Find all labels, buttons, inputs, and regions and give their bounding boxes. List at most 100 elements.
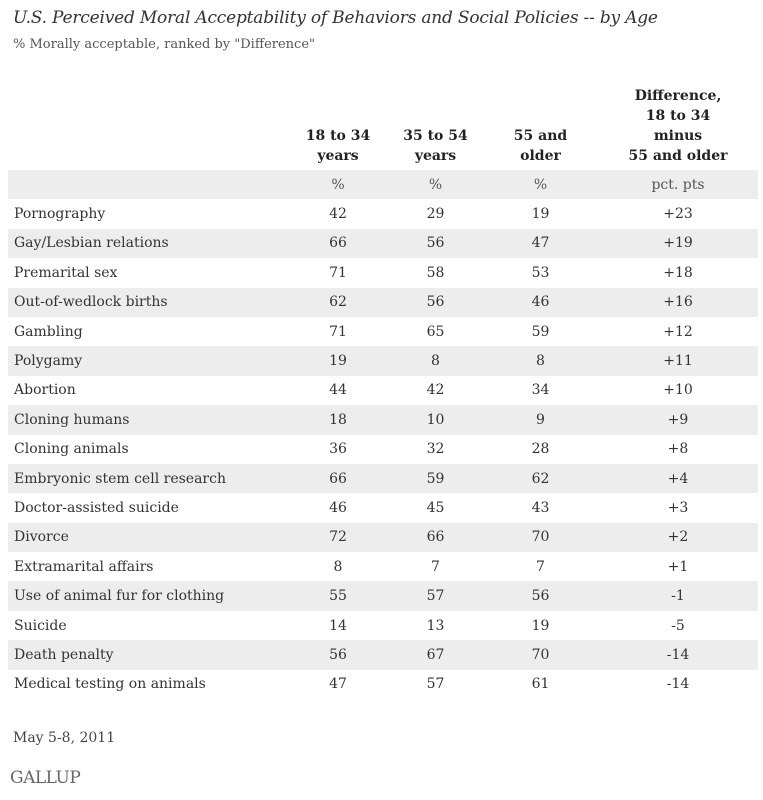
value-cell: 66 xyxy=(288,228,388,259)
value-cell: 46 xyxy=(329,499,347,516)
value-cell: 67 xyxy=(388,640,483,670)
value-cell: +8 xyxy=(667,441,689,458)
table-row: Cloning humans 18 10 9 +9 xyxy=(8,405,758,435)
value-cell: 56 xyxy=(388,228,483,259)
value-cell: 32 xyxy=(426,441,445,458)
value-cell: -1 xyxy=(598,581,758,611)
row-label: Medical testing on animals xyxy=(14,676,206,693)
table-row: Gambling 71 65 59 +12 xyxy=(8,317,758,346)
value-cell: +9 xyxy=(598,405,758,435)
value-cell: 36 xyxy=(329,441,347,458)
value-cell: +1 xyxy=(667,558,689,575)
table-row: Extramarital affairs 8 7 7 +1 xyxy=(8,552,758,581)
survey-date: May 5-8, 2011 xyxy=(13,730,116,746)
table-row: Doctor-assisted suicide 46 45 43 +3 xyxy=(8,493,758,522)
value-cell: 62 xyxy=(288,287,388,317)
row-label: Polygamy xyxy=(8,346,288,376)
header-55-older: 55 and older xyxy=(513,128,568,164)
value-cell: 43 xyxy=(531,499,550,516)
row-label: Out-of-wedlock births xyxy=(8,287,288,317)
row-label: Cloning animals xyxy=(14,441,129,458)
value-cell: +19 xyxy=(598,228,758,259)
value-cell: 57 xyxy=(388,581,483,611)
value-cell: 55 xyxy=(288,581,388,611)
value-cell: 59 xyxy=(531,323,550,340)
value-cell: +3 xyxy=(667,499,689,516)
unit-cell: pct. pts xyxy=(598,170,758,200)
chart-title: U.S. Perceived Moral Acceptability of Be… xyxy=(13,8,658,28)
value-cell: -14 xyxy=(666,676,690,693)
value-cell: 42 xyxy=(329,206,347,223)
value-cell: 10 xyxy=(388,405,483,435)
row-label: Doctor-assisted suicide xyxy=(14,499,179,516)
unit-cell: % xyxy=(388,170,483,200)
table-row: Pornography 42 29 19 +23 xyxy=(8,199,758,228)
value-cell: 59 xyxy=(388,463,483,494)
row-label: Divorce xyxy=(8,522,288,553)
table-row: Cloning animals 36 32 28 +8 xyxy=(8,435,758,464)
value-cell: 28 xyxy=(531,441,550,458)
value-cell: 19 xyxy=(288,346,388,376)
row-label: Cloning humans xyxy=(8,405,288,435)
table-row: Medical testing on animals 47 57 61 -14 xyxy=(8,670,758,699)
value-cell: 7 xyxy=(431,558,440,575)
table-row: Suicide 14 13 19 -5 xyxy=(8,611,758,640)
row-label: Extramarital affairs xyxy=(14,558,154,575)
value-cell: +10 xyxy=(663,382,693,399)
value-cell: 14 xyxy=(329,617,347,634)
value-cell: 46 xyxy=(483,287,598,317)
header-35-54: 35 to 54 years xyxy=(403,128,468,164)
value-cell: 72 xyxy=(288,522,388,553)
row-label: Gay/Lesbian relations xyxy=(8,228,288,259)
value-cell: 42 xyxy=(426,382,445,399)
chart-subtitle: % Morally acceptable, ranked by "Differe… xyxy=(13,37,316,52)
value-cell: 18 xyxy=(288,405,388,435)
row-label: Pornography xyxy=(14,206,106,223)
value-cell: 34 xyxy=(531,382,550,399)
table-row: Use of animal fur for clothing 55 57 56 -1 xyxy=(8,581,758,611)
row-label: Use of animal fur for clothing xyxy=(8,581,288,611)
table-row: Embryonic stem cell research 66 59 62 +4 xyxy=(8,463,758,494)
header-difference: Difference, 18 to 34 minus 55 and older xyxy=(628,88,728,164)
value-cell: -5 xyxy=(671,617,685,634)
header-label xyxy=(8,86,288,170)
value-cell: 8 xyxy=(333,558,343,575)
row-label: Suicide xyxy=(14,617,67,634)
header-row: 18 to 34 years 35 to 54 years 55 and older … xyxy=(8,86,758,170)
value-cell: 9 xyxy=(483,405,598,435)
value-cell: 8 xyxy=(388,346,483,376)
row-label: Gambling xyxy=(14,323,83,340)
row-label: Premarital sex xyxy=(14,264,118,281)
table-row: Divorce 72 66 70 +2 xyxy=(8,522,758,553)
header-18-34: 18 to 34 years xyxy=(305,128,371,164)
table-row: Premarital sex 71 58 53 +18 xyxy=(8,258,758,287)
value-cell: 66 xyxy=(388,522,483,553)
value-cell: 29 xyxy=(426,206,445,223)
value-cell: 61 xyxy=(531,676,550,693)
value-cell: 47 xyxy=(483,228,598,259)
value-cell: 19 xyxy=(531,206,550,223)
value-cell: 19 xyxy=(531,617,550,634)
value-cell: 44 xyxy=(329,382,347,399)
value-cell: 8 xyxy=(483,346,598,376)
row-label: Abortion xyxy=(14,382,76,399)
value-cell: 45 xyxy=(426,499,445,516)
value-cell: 70 xyxy=(483,522,598,553)
value-cell: 56 xyxy=(388,287,483,317)
value-cell: 70 xyxy=(483,640,598,670)
value-cell: 65 xyxy=(426,323,445,340)
value-cell: 53 xyxy=(531,264,550,281)
table-row: Death penalty 56 67 70 -14 xyxy=(8,640,758,670)
value-cell: -14 xyxy=(598,640,758,670)
row-label: Embryonic stem cell research xyxy=(8,463,288,494)
value-cell: +2 xyxy=(598,522,758,553)
row-label: Death penalty xyxy=(8,640,288,670)
unit-cell: % xyxy=(483,170,598,200)
gallup-logo: GALLUP xyxy=(10,768,81,788)
value-cell: +11 xyxy=(598,346,758,376)
value-cell: 7 xyxy=(536,558,545,575)
value-cell: 57 xyxy=(426,676,445,693)
unit-cell: % xyxy=(288,170,388,200)
value-cell: 13 xyxy=(426,617,445,634)
value-cell: +12 xyxy=(663,323,693,340)
